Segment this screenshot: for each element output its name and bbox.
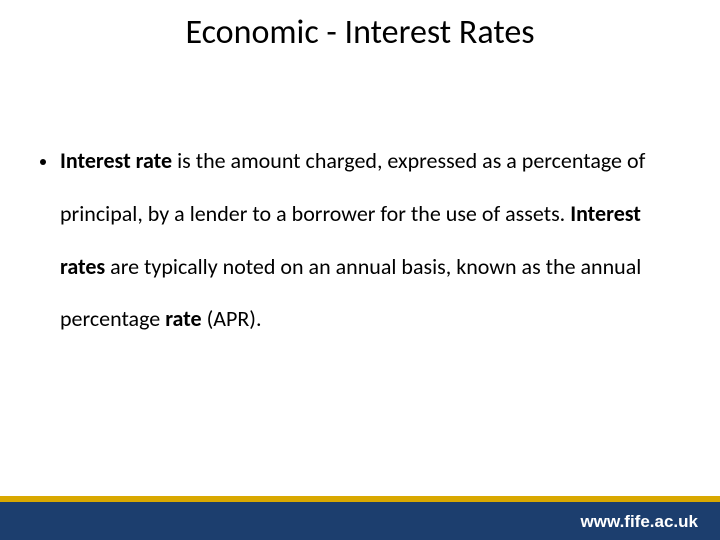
text-run-5: percentage (60, 305, 165, 332)
footer: www.fife.ac.uk (0, 496, 720, 540)
slide-body: Interest rate is the amount charged, exp… (40, 135, 680, 346)
text-bold-1: Interest rate (60, 147, 172, 174)
footer-url: www.fife.ac.uk (581, 512, 698, 532)
bullet-marker-icon (40, 159, 46, 165)
bullet-text: Interest rate is the amount charged, exp… (60, 135, 680, 346)
slide-container: Economic - Interest Rates Interest rate … (0, 0, 720, 540)
text-bold-6: rate (165, 305, 201, 332)
slide-title: Economic - Interest Rates (0, 12, 720, 53)
text-run-7: (APR). (202, 305, 262, 332)
bullet-item: Interest rate is the amount charged, exp… (40, 135, 680, 346)
text-run-4: are typically noted on an annual basis, … (105, 253, 641, 280)
